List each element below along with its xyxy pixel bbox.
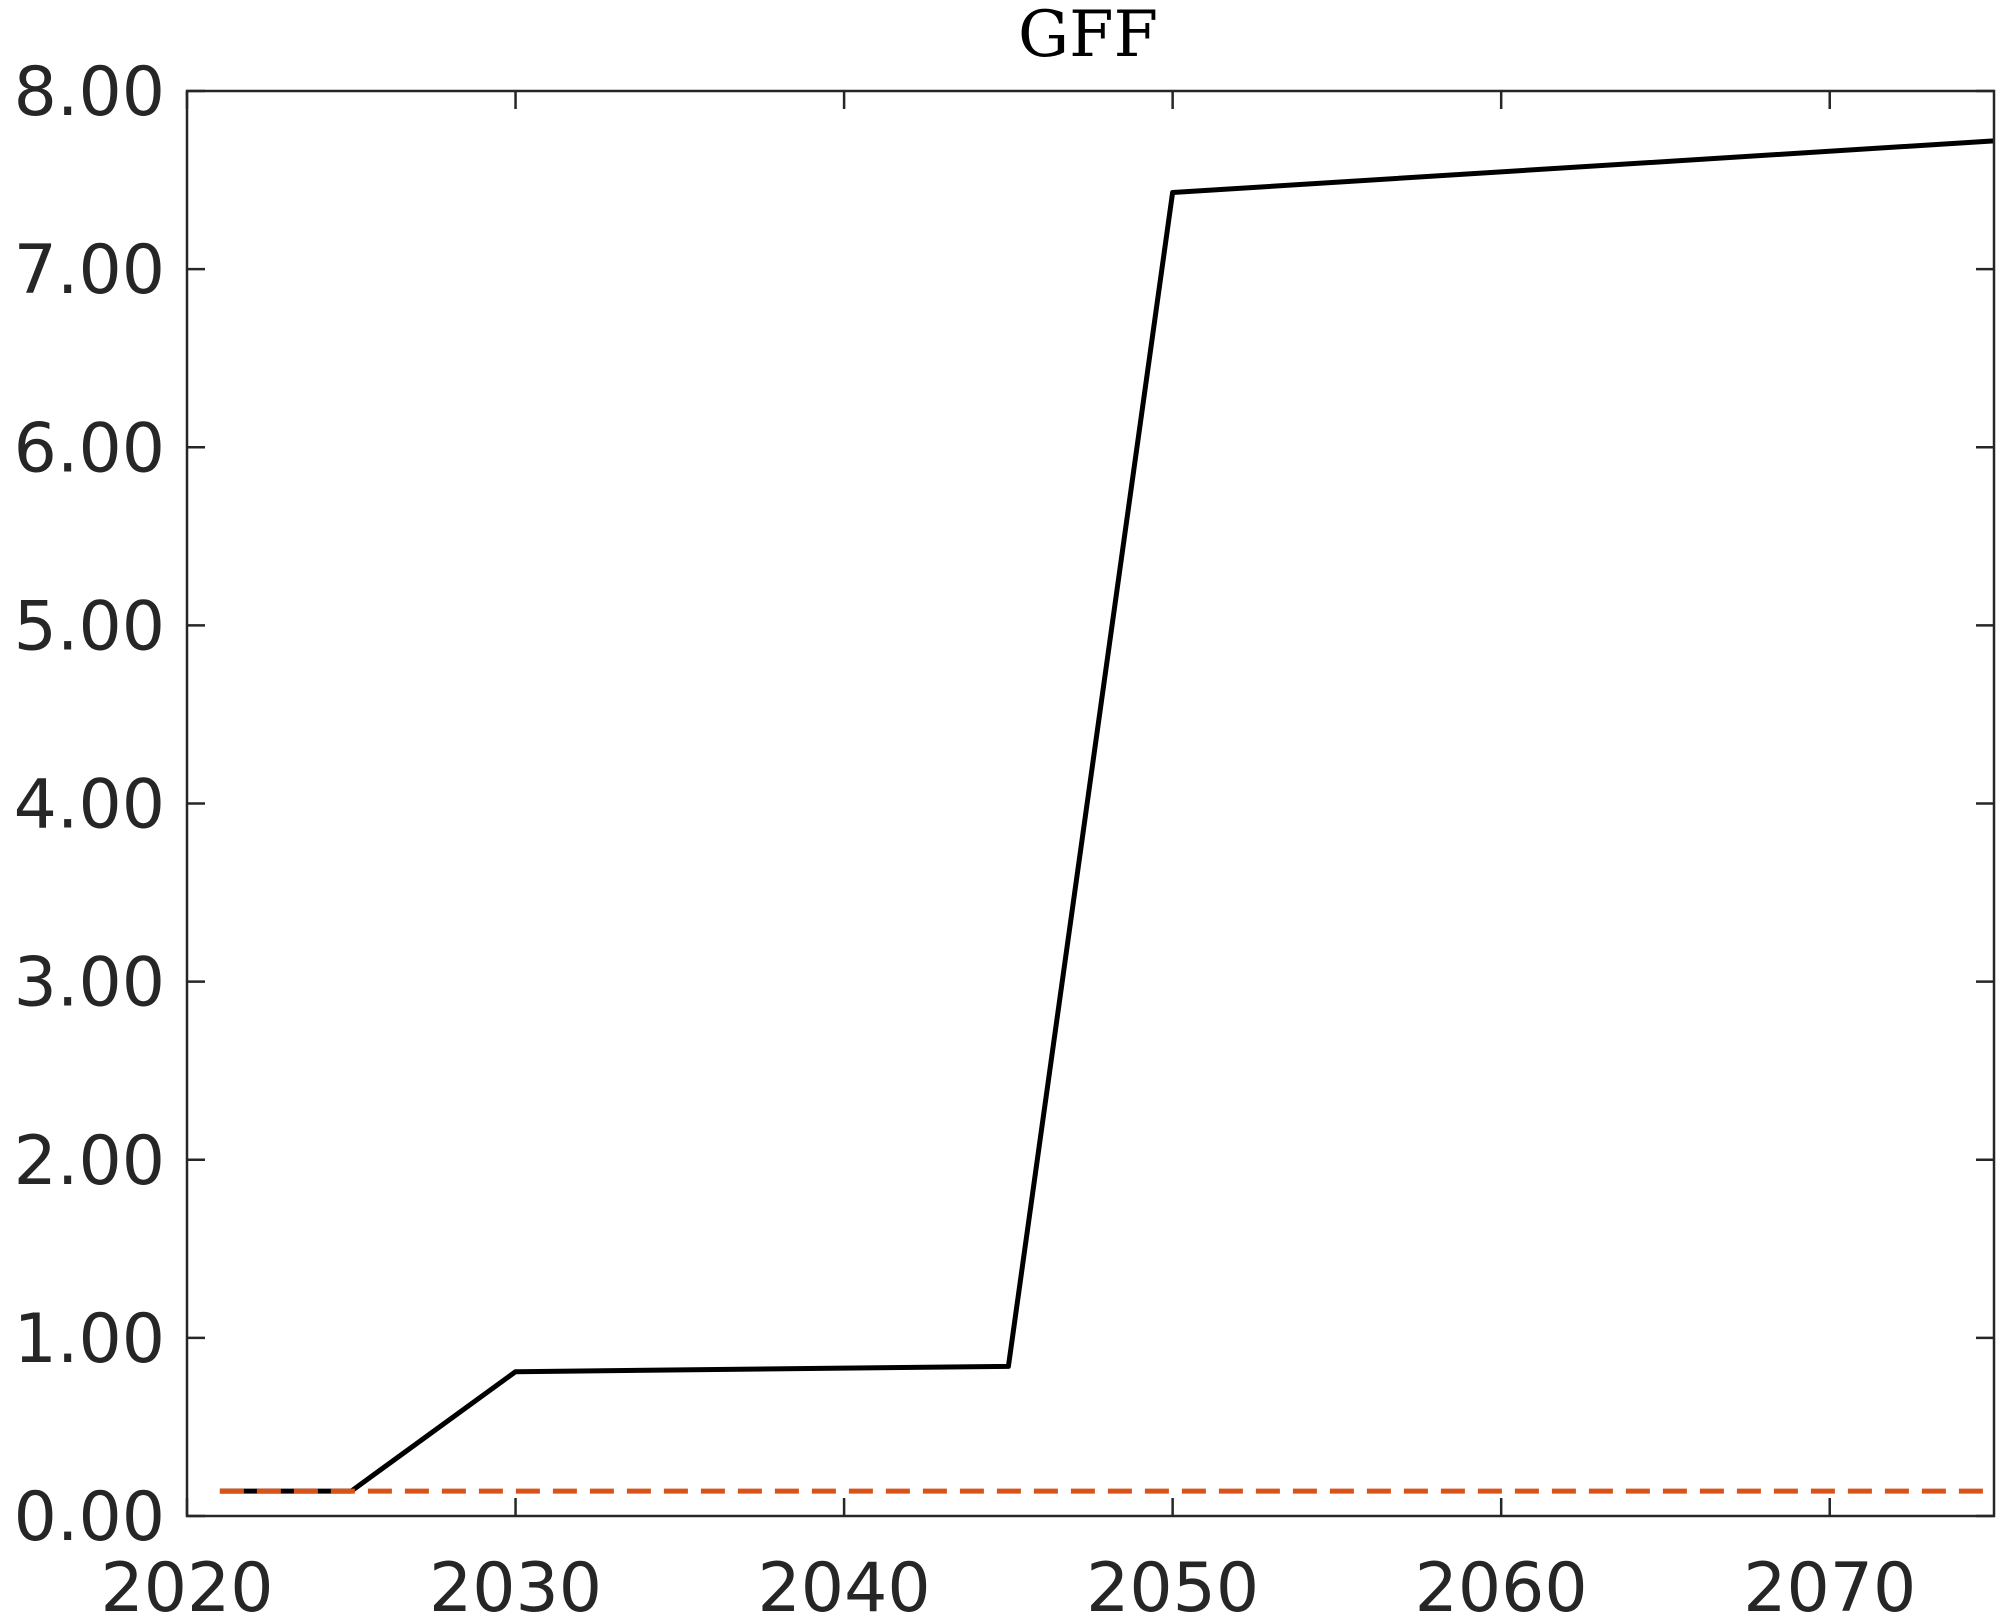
y-tick-label: 6.00 <box>14 409 165 488</box>
y-tick-label: 4.00 <box>14 766 165 845</box>
x-tick-label: 2040 <box>758 1549 931 1614</box>
x-tick-label: 2030 <box>429 1549 602 1614</box>
chart-title: GFF <box>1018 0 1158 72</box>
x-tick-label: 2060 <box>1415 1549 1588 1614</box>
x-tick-label: 2020 <box>100 1549 273 1614</box>
y-tick-label: 8.00 <box>14 53 165 132</box>
y-tick-label: 5.00 <box>14 587 165 666</box>
x-tick-label: 2050 <box>1086 1549 1259 1614</box>
series-line-solid <box>219 138 1995 1494</box>
plot-area-frame <box>185 89 1996 1518</box>
y-tick-label: 7.00 <box>14 231 165 310</box>
y-tick-label: 2.00 <box>14 1122 165 1201</box>
axis-ticks <box>185 89 1994 1518</box>
y-tick-label: 0.00 <box>14 1478 165 1557</box>
series-layer <box>219 138 1995 1494</box>
x-tick-label: 2070 <box>1743 1549 1916 1614</box>
x-tick-labels: 2020 2030 2040 2050 2060 2070 <box>100 1549 1916 1614</box>
y-tick-labels: 0.00 1.00 2.00 3.00 4.00 5.00 6.00 7.00 8.00 <box>14 53 165 1557</box>
y-tick-label: 1.00 <box>14 1300 165 1379</box>
y-tick-label: 3.00 <box>14 944 165 1023</box>
